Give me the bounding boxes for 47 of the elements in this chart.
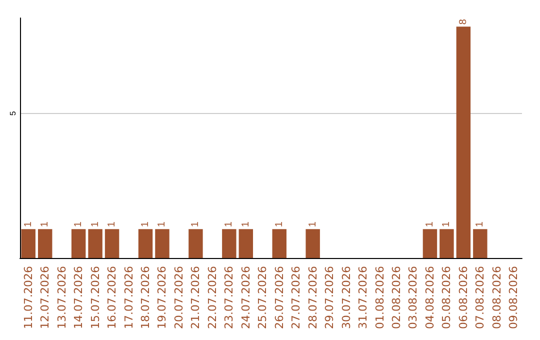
data-label: 1: [224, 221, 235, 228]
data-label: 1: [156, 221, 168, 228]
data-label: 1: [424, 221, 436, 228]
x-tick-label: 05.08.2026: [440, 266, 454, 330]
x-tick-label: 02.08.2026: [390, 266, 403, 330]
data-label: 1: [22, 221, 34, 228]
x-tick-label: 07.08.2026: [474, 266, 487, 330]
x-tick-label: 11.07.2026: [22, 266, 35, 330]
x-tick-label: 27.07.2026: [290, 266, 303, 330]
x-tick-label: 29.07.2026: [323, 266, 336, 330]
x-tick-label: 30.07.2026: [340, 266, 353, 330]
x-tick-label: 31.07.2026: [356, 266, 370, 330]
x-tick-label: 26.07.2026: [272, 266, 286, 330]
x-tick-label: 20.07.2026: [172, 266, 186, 330]
data-label: 1: [307, 221, 318, 228]
x-tick-label: 12.07.2026: [38, 266, 52, 330]
x-tick-label: 16.07.2026: [106, 266, 119, 330]
x-tick-label: 03.08.2026: [406, 266, 420, 330]
x-tick-label: 13.07.2026: [55, 266, 68, 330]
x-tick-label: 22.07.2026: [206, 266, 219, 330]
data-label: 1: [474, 221, 486, 228]
x-tick-label: 28.07.2026: [306, 266, 320, 330]
x-tick-label: 01.08.2026: [373, 266, 386, 330]
x-tick-label: 18.07.2026: [139, 266, 152, 330]
data-label: 1: [274, 221, 285, 228]
x-tick-label: 06.08.2026: [456, 266, 470, 330]
x-tick-label: 17.07.2026: [122, 266, 136, 330]
x-tick-label: 15.07.2026: [88, 266, 102, 330]
data-label: 1: [40, 221, 51, 228]
data-label: 1: [140, 221, 151, 228]
x-tick-label: 23.07.2026: [222, 266, 236, 330]
data-label: 1: [73, 221, 84, 228]
data-label: 1: [90, 221, 101, 228]
x-tick-label: 09.08.2026: [507, 266, 520, 330]
data-label: 1: [441, 221, 452, 228]
x-tick-label: 25.07.2026: [256, 266, 270, 330]
x-tick-label: 19.07.2026: [156, 266, 169, 330]
x-tick-label: 08.08.2026: [490, 266, 504, 330]
x-tick-label: 24.07.2026: [239, 266, 252, 330]
data-label: 1: [190, 221, 202, 228]
data-label: 1: [106, 221, 118, 228]
x-tick-label: 21.07.2026: [189, 266, 202, 330]
x-tick-label: 14.07.2026: [72, 266, 86, 330]
x-tick-label: 04.08.2026: [423, 266, 436, 330]
y-tick-label: 5: [8, 110, 18, 116]
data-label: 1: [240, 221, 252, 228]
data-label: 8: [458, 18, 469, 25]
